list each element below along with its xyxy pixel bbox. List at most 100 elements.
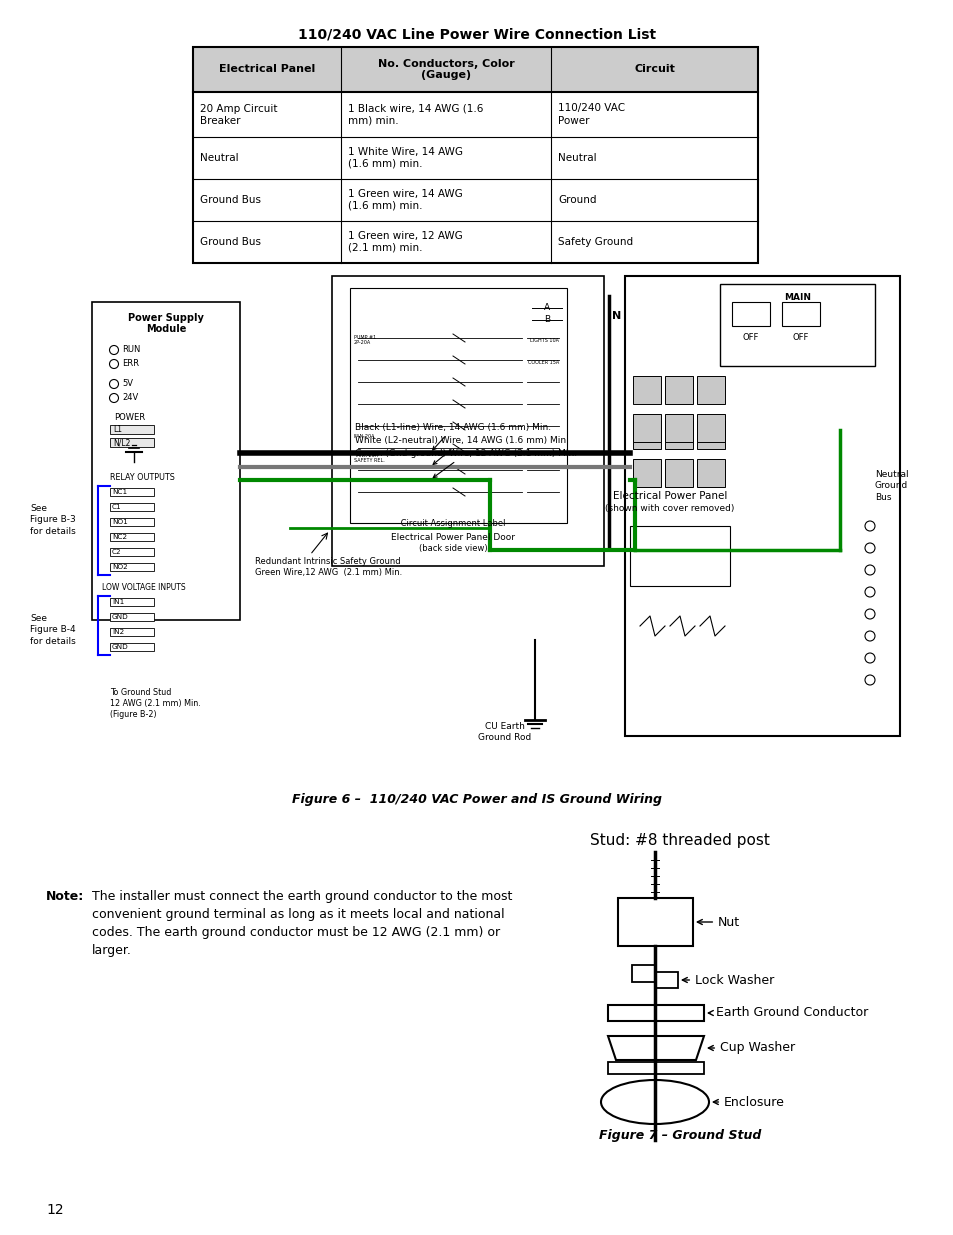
- Bar: [618, 898, 692, 946]
- Text: TANK 20A
SAFETY REL.: TANK 20A SAFETY REL.: [354, 452, 384, 463]
- Bar: [633, 421, 660, 450]
- Text: 1 White Wire, 14 AWG
(1.6 mm) min.: 1 White Wire, 14 AWG (1.6 mm) min.: [348, 147, 462, 169]
- Text: OFF: OFF: [792, 333, 808, 342]
- Circle shape: [864, 521, 874, 531]
- Bar: [110, 425, 153, 433]
- Circle shape: [864, 653, 874, 663]
- Bar: [110, 438, 153, 447]
- Text: NO2: NO2: [112, 564, 128, 571]
- Text: Module: Module: [146, 324, 186, 333]
- Text: Electrical Panel: Electrical Panel: [218, 64, 314, 74]
- Polygon shape: [631, 965, 655, 982]
- Bar: [607, 1062, 703, 1074]
- Text: OFF: OFF: [742, 333, 759, 342]
- Circle shape: [864, 587, 874, 597]
- Circle shape: [110, 394, 118, 403]
- Text: Ground Bus: Ground Bus: [200, 195, 261, 205]
- Text: (shown with cover removed): (shown with cover removed): [604, 505, 734, 514]
- Ellipse shape: [600, 1079, 708, 1124]
- Text: Electrical Power Panel Door: Electrical Power Panel Door: [391, 534, 515, 542]
- Text: Stud: #8 threaded post: Stud: #8 threaded post: [590, 832, 769, 847]
- Text: ERR: ERR: [122, 359, 139, 368]
- Bar: [697, 459, 724, 487]
- Text: L1: L1: [112, 426, 122, 435]
- Text: Ground: Ground: [558, 195, 596, 205]
- Bar: [633, 459, 660, 487]
- Text: Lock Washer: Lock Washer: [681, 973, 774, 987]
- Text: LOW VOLTAGE INPUTS: LOW VOLTAGE INPUTS: [102, 583, 186, 593]
- Bar: [633, 375, 660, 404]
- Bar: [697, 375, 724, 404]
- Text: Figure 6 –  110/240 VAC Power and IS Ground Wiring: Figure 6 – 110/240 VAC Power and IS Grou…: [292, 794, 661, 806]
- Bar: [332, 275, 603, 566]
- Text: Redundant Intrinsic Safety Ground
Green Wire,12 AWG  (2.1 mm) Min.: Redundant Intrinsic Safety Ground Green …: [254, 557, 402, 577]
- Bar: [664, 421, 692, 450]
- Text: IN2: IN2: [112, 629, 124, 635]
- Bar: [110, 629, 153, 636]
- Circle shape: [110, 346, 118, 354]
- Bar: [110, 643, 153, 651]
- Text: GND: GND: [112, 643, 129, 650]
- Text: 5V: 5V: [122, 379, 132, 389]
- Polygon shape: [655, 972, 678, 988]
- Text: LIGHTS 10A: LIGHTS 10A: [530, 337, 558, 342]
- Bar: [781, 303, 820, 326]
- Text: FAN 20A: FAN 20A: [354, 433, 375, 438]
- Text: NO1: NO1: [112, 519, 128, 525]
- Bar: [664, 375, 692, 404]
- Text: - Circuit Assignment Label -: - Circuit Assignment Label -: [395, 520, 511, 529]
- Bar: [110, 548, 153, 556]
- Text: MAIN: MAIN: [783, 293, 810, 301]
- Text: Green (Gnd-ground) Wire, 12 AWG (2.1 mm) Min.: Green (Gnd-ground) Wire, 12 AWG (2.1 mm)…: [355, 450, 577, 478]
- Bar: [350, 288, 566, 522]
- Text: White (L2-neutral) Wire, 14 AWG (1.6 mm) Min.: White (L2-neutral) Wire, 14 AWG (1.6 mm)…: [355, 436, 568, 464]
- Circle shape: [864, 676, 874, 685]
- Text: PUMP #1
2P-20A: PUMP #1 2P-20A: [354, 335, 375, 346]
- Text: POWER: POWER: [113, 414, 145, 422]
- Text: Neutral
Ground
Bus: Neutral Ground Bus: [874, 471, 907, 501]
- Text: GND: GND: [112, 614, 129, 620]
- Text: Black (L1-line) Wire, 14 AWG (1.6 mm) Min.: Black (L1-line) Wire, 14 AWG (1.6 mm) Mi…: [355, 424, 551, 450]
- Bar: [607, 1005, 703, 1021]
- Bar: [193, 47, 758, 91]
- Text: The installer must connect the earth ground conductor to the most
convenient gro: The installer must connect the earth gro…: [91, 890, 512, 957]
- Text: See
Figure B-3
for details: See Figure B-3 for details: [30, 504, 75, 536]
- Text: Cup Washer: Cup Washer: [707, 1041, 794, 1055]
- Text: Circuit: Circuit: [634, 64, 674, 74]
- Bar: [697, 421, 724, 450]
- Circle shape: [110, 359, 118, 368]
- Text: 1 Green wire, 12 AWG
(2.1 mm) min.: 1 Green wire, 12 AWG (2.1 mm) min.: [348, 231, 462, 253]
- Text: (back side view): (back side view): [418, 545, 487, 553]
- Text: NC2: NC2: [112, 534, 127, 540]
- Bar: [633, 414, 660, 442]
- Bar: [664, 414, 692, 442]
- Text: A: A: [543, 304, 550, 312]
- Text: 110/240 VAC Line Power Wire Connection List: 110/240 VAC Line Power Wire Connection L…: [297, 28, 656, 42]
- Bar: [110, 534, 153, 541]
- Text: COOLER 15A: COOLER 15A: [527, 359, 558, 364]
- Text: No. Conductors, Color
(Gauge): No. Conductors, Color (Gauge): [377, 59, 514, 80]
- Bar: [110, 598, 153, 606]
- Bar: [91, 303, 240, 620]
- Polygon shape: [607, 1036, 703, 1060]
- Text: IN1: IN1: [112, 599, 124, 605]
- Bar: [193, 47, 758, 263]
- Circle shape: [864, 631, 874, 641]
- Text: 1 Green wire, 14 AWG
(1.6 mm) min.: 1 Green wire, 14 AWG (1.6 mm) min.: [348, 189, 462, 211]
- Text: Nut: Nut: [697, 915, 740, 929]
- Text: Power Supply: Power Supply: [128, 312, 204, 324]
- Circle shape: [864, 543, 874, 553]
- Text: 110/240 VAC
Power: 110/240 VAC Power: [558, 104, 624, 126]
- Text: 1 Black wire, 14 AWG (1.6
mm) min.: 1 Black wire, 14 AWG (1.6 mm) min.: [348, 104, 483, 126]
- Bar: [629, 526, 729, 585]
- Text: N: N: [612, 311, 620, 321]
- Text: Electrical Power Panel: Electrical Power Panel: [612, 492, 726, 501]
- Circle shape: [864, 564, 874, 576]
- Text: Safety Ground: Safety Ground: [558, 237, 633, 247]
- Text: Ground Bus: Ground Bus: [200, 237, 261, 247]
- Text: NC1: NC1: [112, 489, 127, 495]
- Text: Neutral: Neutral: [200, 153, 238, 163]
- Text: RUN: RUN: [122, 346, 140, 354]
- Text: Neutral: Neutral: [558, 153, 596, 163]
- Text: 12: 12: [46, 1203, 64, 1216]
